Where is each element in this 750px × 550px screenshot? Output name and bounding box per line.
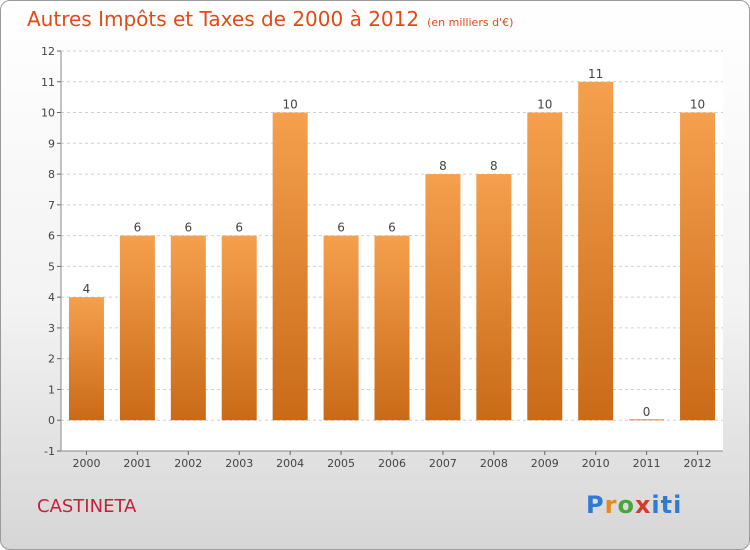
data-label-2005: 6 [337, 221, 345, 235]
y-tick-label: 0 [48, 414, 55, 427]
y-tick-label: 12 [41, 45, 55, 58]
x-tick-label-2001: 2001 [123, 457, 151, 470]
x-tick-label-2011: 2011 [633, 457, 661, 470]
bar-2011 [629, 419, 665, 421]
y-tick-label: 7 [48, 199, 55, 212]
commune-name: CASTINETA [37, 496, 137, 517]
data-label-2011: 0 [643, 405, 651, 419]
proxiti-logo: Proxiti [586, 491, 683, 519]
x-tick-label-2008: 2008 [480, 457, 508, 470]
data-label-2001: 6 [134, 221, 142, 235]
bar-2001 [119, 235, 155, 421]
bar-2000 [68, 297, 104, 421]
x-tick-label-2000: 2000 [72, 457, 100, 470]
y-tick-label: 4 [48, 291, 55, 304]
x-tick-label-2009: 2009 [531, 457, 559, 470]
data-label-2004: 10 [283, 98, 298, 112]
bar-2009 [527, 112, 563, 421]
bar-2007 [425, 174, 461, 421]
chart-title: Autres Impôts et Taxes de 2000 à 2012 [27, 7, 420, 31]
y-tick-label: 2 [48, 353, 55, 366]
data-label-2009: 10 [537, 98, 552, 112]
x-tick-label-2005: 2005 [327, 457, 355, 470]
y-tick-label: 8 [48, 168, 55, 181]
y-tick-label: 9 [48, 137, 55, 150]
bar-2012 [680, 112, 716, 421]
chart-title-block: Autres Impôts et Taxes de 2000 à 2012 (en… [27, 7, 513, 31]
y-tick-label: 5 [48, 260, 55, 273]
bar-2005 [323, 235, 359, 421]
data-label-2002: 6 [184, 221, 192, 235]
y-tick-label: 11 [41, 76, 55, 89]
data-label-2012: 10 [690, 98, 705, 112]
bar-2006 [374, 235, 410, 421]
data-label-2000: 4 [83, 282, 91, 296]
bar-2010 [578, 81, 614, 421]
bar-2004 [272, 112, 308, 421]
y-tick-label: -1 [44, 445, 55, 458]
x-tick-label-2007: 2007 [429, 457, 457, 470]
y-tick-label: 6 [48, 230, 55, 243]
data-label-2003: 6 [235, 221, 243, 235]
data-label-2006: 6 [388, 221, 396, 235]
y-tick-label: 3 [48, 322, 55, 335]
y-tick-label: 1 [48, 383, 55, 396]
data-label-2007: 8 [439, 159, 447, 173]
bar-2008 [476, 174, 512, 421]
x-tick-label-2010: 2010 [582, 457, 610, 470]
bar-2002 [170, 235, 206, 421]
x-tick-label-2006: 2006 [378, 457, 406, 470]
data-label-2008: 8 [490, 159, 498, 173]
bar-2003 [221, 235, 257, 421]
y-tick-label: 10 [41, 107, 55, 120]
x-tick-label-2002: 2002 [174, 457, 202, 470]
x-tick-label-2012: 2012 [684, 457, 712, 470]
data-label-2010: 11 [588, 67, 603, 81]
x-tick-label-2003: 2003 [225, 457, 253, 470]
chart-unit: (en milliers d'€) [427, 16, 514, 29]
x-tick-label-2004: 2004 [276, 457, 304, 470]
